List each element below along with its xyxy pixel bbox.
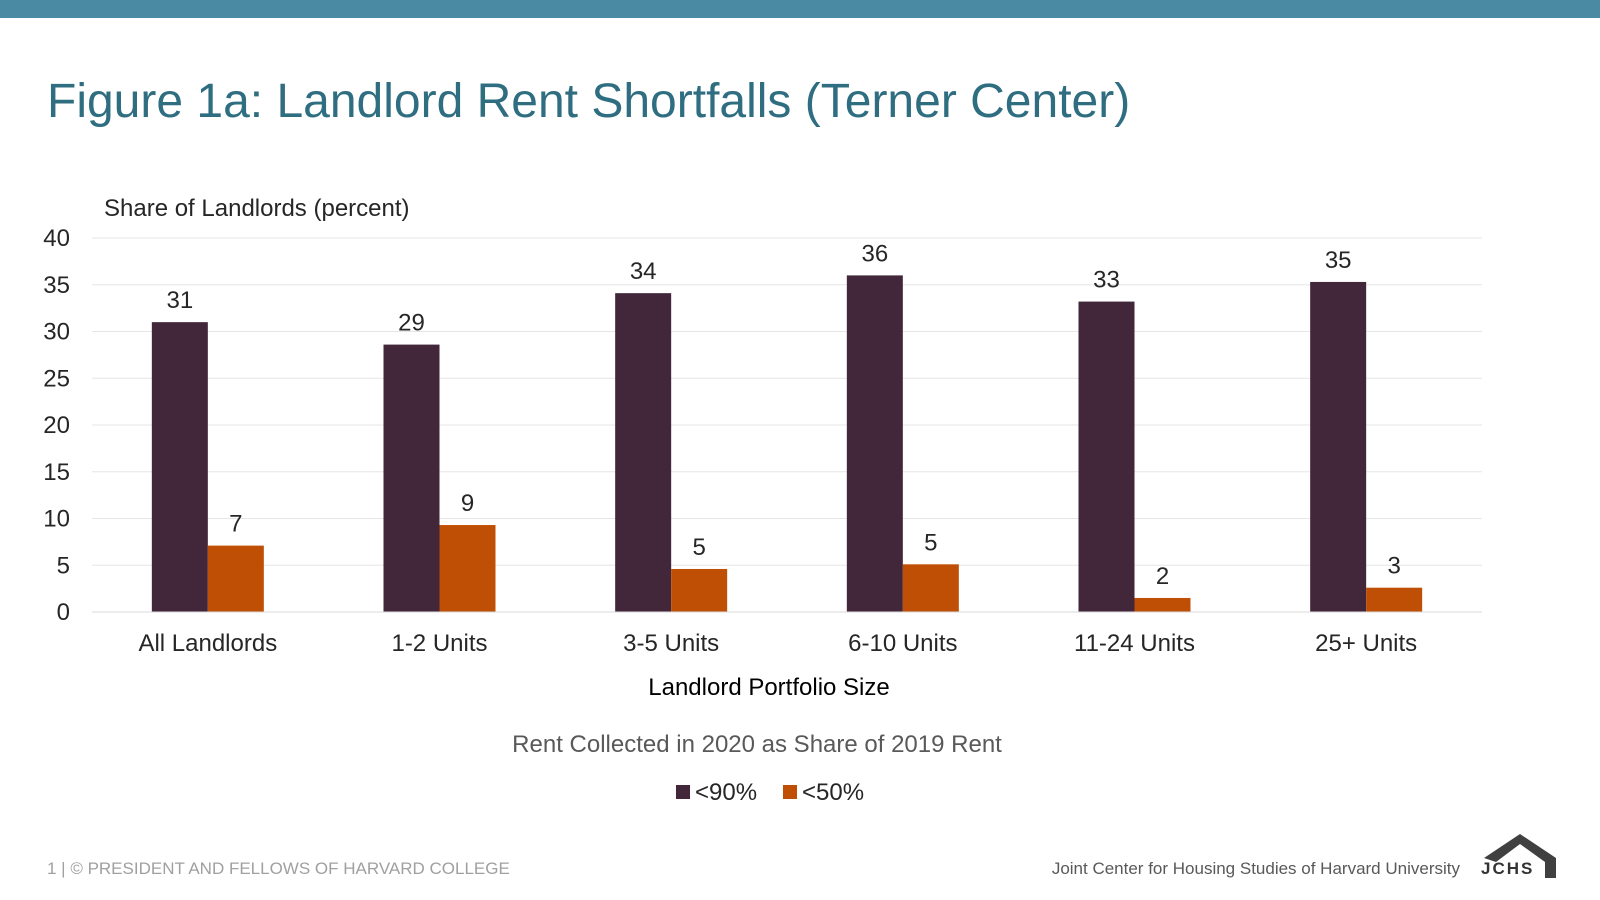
data-label: 29 <box>398 310 425 337</box>
footer-organization: Joint Center for Housing Studies of Harv… <box>1051 859 1460 878</box>
slide-title: Figure 1a: Landlord Rent Shortfalls (Ter… <box>47 75 1131 128</box>
footer-copyright: 1 | © PRESIDENT AND FELLOWS OF HARVARD C… <box>47 859 510 878</box>
house-roof-icon <box>1484 834 1556 878</box>
bar-under90 <box>846 275 903 612</box>
x-tick-label: 3-5 Units <box>623 630 719 657</box>
x-tick-label: 6-10 Units <box>848 630 957 657</box>
data-label: 7 <box>229 511 242 538</box>
x-tick-label: 25+ Units <box>1315 630 1417 657</box>
x-axis-label: Landlord Portfolio Size <box>648 674 889 701</box>
logo-text: JCHS <box>1481 859 1535 878</box>
legend-title: Rent Collected in 2020 as Share of 2019 … <box>512 731 1002 758</box>
bar-under50 <box>207 545 264 612</box>
data-label: 5 <box>924 529 937 556</box>
bar-under50 <box>671 568 728 612</box>
y-tick-label: 25 <box>43 365 70 392</box>
y-tick-label: 30 <box>43 319 70 346</box>
y-tick-label: 35 <box>43 272 70 299</box>
data-label: 35 <box>1325 247 1352 274</box>
bar-under90 <box>1310 281 1367 612</box>
legend-label: <50% <box>802 779 864 806</box>
data-label: 31 <box>166 287 193 314</box>
y-tick-label: 0 <box>57 599 70 626</box>
top-accent-bar <box>0 0 1600 18</box>
y-tick-label: 5 <box>57 552 70 579</box>
x-tick-label: All Landlords <box>138 630 277 657</box>
bar-under90 <box>383 344 440 612</box>
bar-under90 <box>1078 301 1135 612</box>
y-tick-label: 15 <box>43 459 70 486</box>
bar-under50 <box>1366 587 1423 612</box>
data-label: 9 <box>461 490 474 517</box>
data-label: 3 <box>1387 553 1400 580</box>
y-tick-label: 10 <box>43 506 70 533</box>
y-tick-label: 40 <box>43 225 70 252</box>
data-label: 2 <box>1156 563 1169 590</box>
x-tick-label: 1-2 Units <box>391 630 487 657</box>
bar-under90 <box>151 322 208 612</box>
legend-swatch <box>783 785 797 799</box>
bar-under50 <box>439 525 496 612</box>
data-label: 5 <box>692 534 705 561</box>
data-label: 33 <box>1093 267 1120 294</box>
y-tick-label: 20 <box>43 412 70 439</box>
bar-under50 <box>1134 597 1191 612</box>
data-label: 36 <box>861 240 888 267</box>
legend-label: <90% <box>695 779 757 806</box>
x-tick-label: 11-24 Units <box>1074 630 1195 657</box>
bar-under90 <box>615 293 672 612</box>
bar-under50 <box>902 564 959 612</box>
jchs-logo: JCHS <box>1478 832 1560 878</box>
legend-swatch <box>676 785 690 799</box>
data-label: 34 <box>630 258 657 285</box>
y-axis-label: Share of Landlords (percent) <box>104 195 410 222</box>
